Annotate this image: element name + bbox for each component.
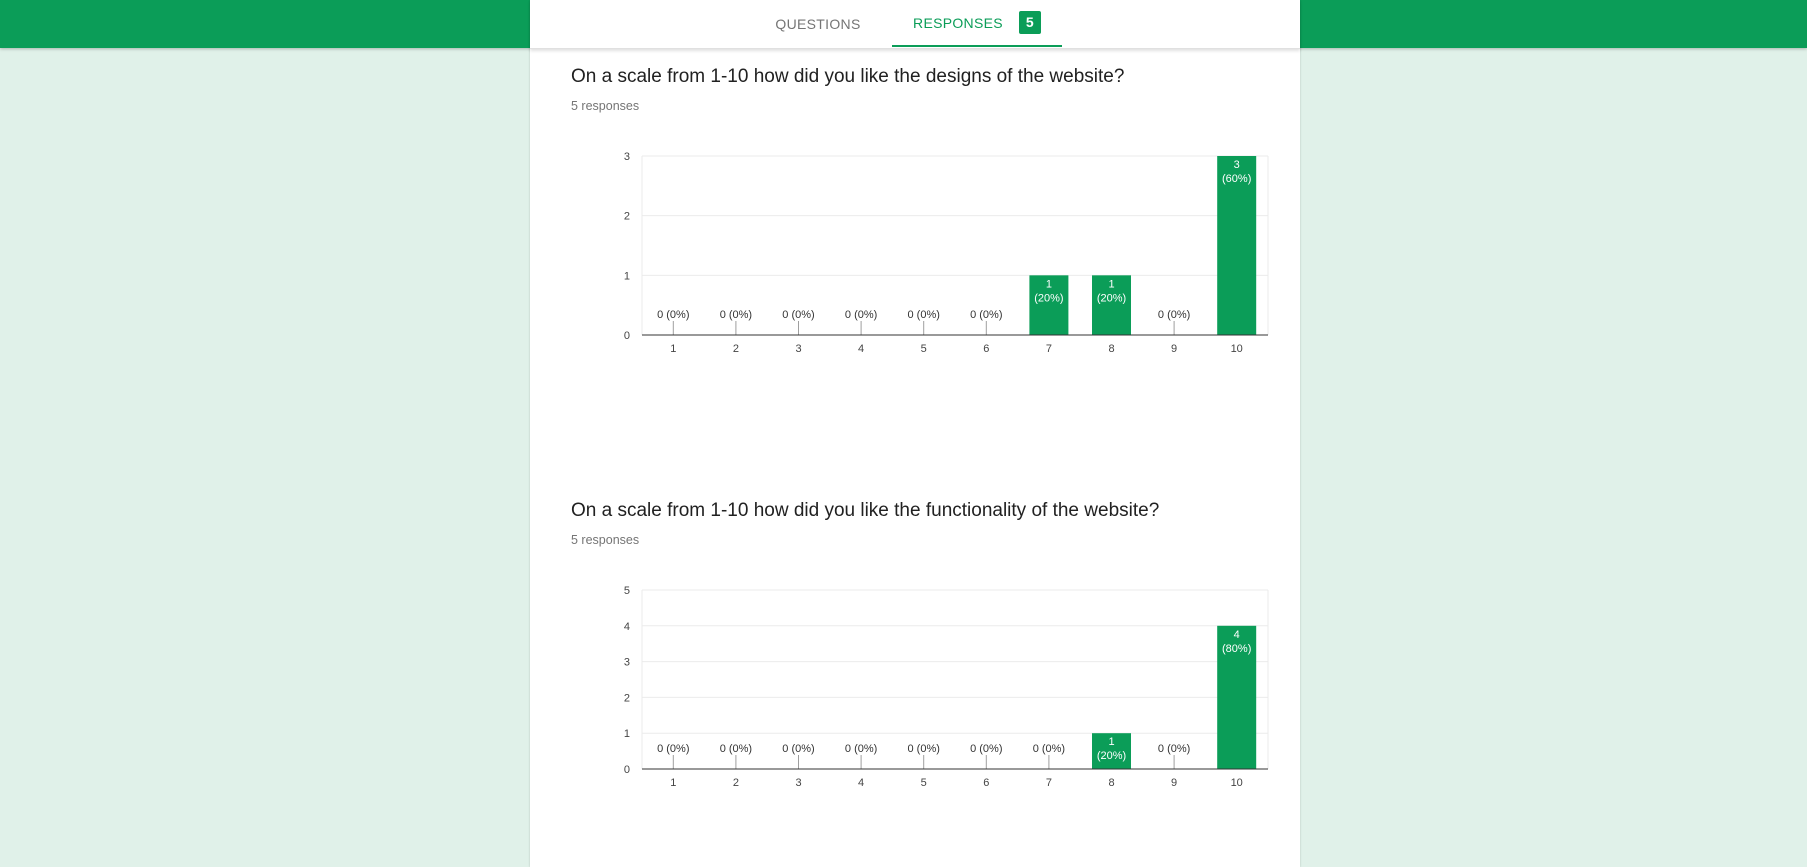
bar-data-label: 0 (0%) xyxy=(782,309,814,321)
y-tick-label: 1 xyxy=(624,728,630,740)
bar-data-label: 0 (0%) xyxy=(907,309,939,321)
x-tick-label: 4 xyxy=(858,777,864,789)
question-title: On a scale from 1-10 how did you like th… xyxy=(571,66,1125,87)
bar-chart-designs: 0 1 2 3 0 (0%) 1 0 (0%) 2 0 (0%) 3 0 (0%) 4 0 (0%) 5 0… xyxy=(624,151,1269,355)
bar-data-label: 4 xyxy=(1234,629,1240,641)
bar-chart-functionality: 0 1 2 3 4 5 0 (0%) 1 0 (0%) 2 0 (0%) 3 0 (0%) 4 0 (0%)… xyxy=(624,585,1269,789)
bar-data-label: 1 xyxy=(1108,736,1114,748)
x-tick-label: 2 xyxy=(733,777,739,789)
y-tick-label: 4 xyxy=(624,621,630,633)
tab-bar: QUESTIONS RESPONSES 5 xyxy=(530,0,1300,49)
bar-data-label: 0 (0%) xyxy=(720,743,752,755)
bar-data-label: 0 (0%) xyxy=(1158,743,1190,755)
x-tick-label: 9 xyxy=(1171,777,1177,789)
bar-data-label: 0 (0%) xyxy=(970,309,1002,321)
bar-data-label: 0 (0%) xyxy=(907,743,939,755)
x-tick-label: 2 xyxy=(733,343,739,355)
x-tick-label: 7 xyxy=(1046,343,1052,355)
x-tick-label: 1 xyxy=(670,777,676,789)
x-tick-label: 10 xyxy=(1231,777,1243,789)
x-tick-label: 5 xyxy=(921,777,927,789)
bar-data-label: 0 (0%) xyxy=(970,743,1002,755)
bar-data-label: 0 (0%) xyxy=(657,743,689,755)
y-tick-label: 0 xyxy=(624,764,630,776)
response-count: 5 responses xyxy=(571,99,640,113)
bar-data-label: 1 xyxy=(1108,278,1114,290)
bar-data-label: 0 (0%) xyxy=(1158,309,1190,321)
x-tick-label: 3 xyxy=(795,777,801,789)
x-tick-label: 1 xyxy=(670,343,676,355)
x-tick-label: 7 xyxy=(1046,777,1052,789)
x-tick-label: 10 xyxy=(1231,343,1243,355)
bar-data-label: 0 (0%) xyxy=(845,309,877,321)
tab-responses-label: RESPONSES xyxy=(913,14,1003,31)
y-tick-label: 0 xyxy=(624,330,630,342)
bar[interactable] xyxy=(1092,275,1131,335)
bar[interactable] xyxy=(1217,156,1257,335)
y-tick-label: 2 xyxy=(624,211,630,223)
bar-data-label: 0 (0%) xyxy=(782,743,814,755)
x-tick-label: 8 xyxy=(1108,777,1114,789)
bar[interactable] xyxy=(1092,733,1131,769)
tab-questions[interactable]: QUESTIONS xyxy=(768,0,868,47)
y-tick-label: 2 xyxy=(624,692,630,704)
bar[interactable] xyxy=(1217,625,1257,769)
x-tick-label: 4 xyxy=(858,343,864,355)
responses-card: QUESTIONS RESPONSES 5 On a scale from 1-… xyxy=(530,0,1300,867)
bar-data-label: 0 (0%) xyxy=(657,309,689,321)
bar-data-label: 0 (0%) xyxy=(720,309,752,321)
x-tick-label: 5 xyxy=(921,343,927,355)
bar[interactable] xyxy=(1029,275,1069,335)
bar-data-label: 0 (0%) xyxy=(845,743,877,755)
bar-data-label: 3 xyxy=(1234,159,1240,171)
bar-data-label: (60%) xyxy=(1222,173,1251,185)
bar-data-label: 1 xyxy=(1046,278,1052,290)
bar-data-label: (20%) xyxy=(1097,292,1126,304)
question-title: On a scale from 1-10 how did you like th… xyxy=(571,500,1160,521)
y-tick-label: 5 xyxy=(624,585,630,597)
responses-count-badge: 5 xyxy=(1018,11,1041,34)
bar-data-label: (20%) xyxy=(1034,292,1063,304)
bar-data-label: 0 (0%) xyxy=(1033,743,1065,755)
tab-questions-label: QUESTIONS xyxy=(775,15,861,32)
response-count: 5 responses xyxy=(571,533,640,547)
tab-responses[interactable]: RESPONSES 5 xyxy=(892,0,1062,47)
x-tick-label: 3 xyxy=(795,343,801,355)
x-tick-label: 8 xyxy=(1108,343,1114,355)
y-tick-label: 1 xyxy=(624,270,630,282)
y-tick-label: 3 xyxy=(624,151,630,163)
bar-data-label: (80%) xyxy=(1222,643,1251,655)
y-tick-label: 3 xyxy=(624,657,630,669)
x-tick-label: 9 xyxy=(1171,343,1177,355)
bar-data-label: (20%) xyxy=(1097,750,1126,762)
x-tick-label: 6 xyxy=(983,777,989,789)
x-tick-label: 6 xyxy=(983,343,989,355)
